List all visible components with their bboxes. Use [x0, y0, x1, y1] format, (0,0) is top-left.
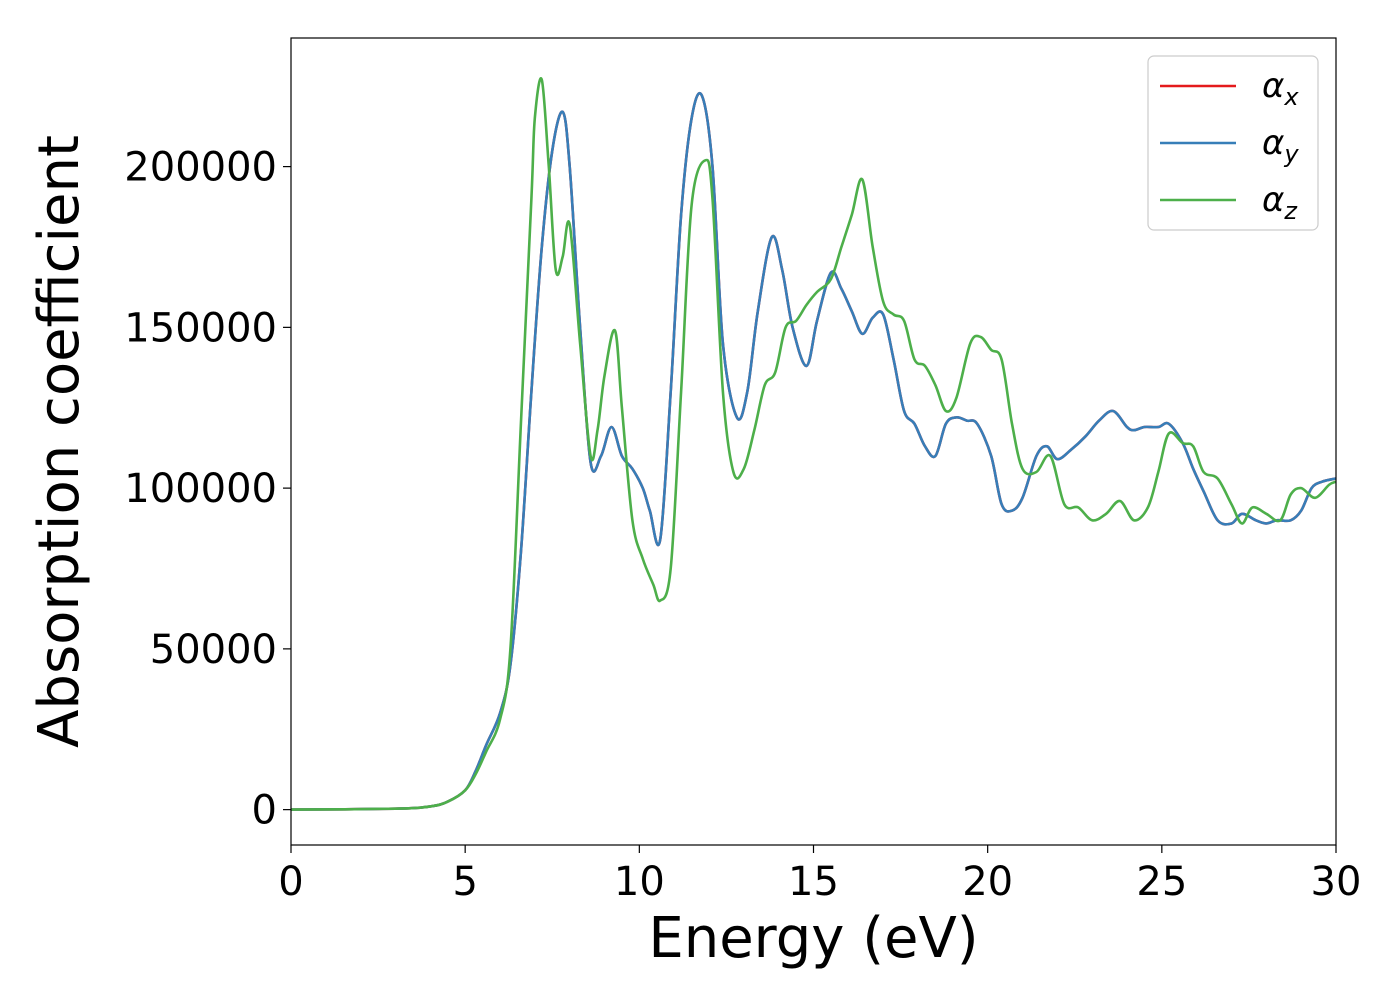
legend-entry-alpha-y: αy: [1160, 123, 1299, 168]
y-tick-label: 0: [252, 788, 277, 834]
series-line-alpha-y: [291, 91, 1336, 811]
y-tick-label: 100000: [124, 466, 277, 512]
y-tick-label: 50000: [150, 627, 277, 673]
x-tick-label: 20: [962, 859, 1013, 905]
x-tick-label: 10: [614, 859, 665, 905]
x-tick-label: 15: [788, 859, 839, 905]
y-tick-label: 150000: [124, 305, 277, 351]
y-tick-label: 200000: [124, 145, 277, 191]
legend-entry-alpha-z: αz: [1160, 180, 1298, 225]
x-tick-label: 25: [1136, 859, 1187, 905]
x-tick-label: 5: [452, 859, 477, 905]
legend: αx αy αz: [1147, 55, 1319, 231]
legend-label: αz: [1262, 180, 1298, 225]
y-axis: 0 50000 100000 150000 200000: [124, 145, 291, 834]
legend-label: αx: [1262, 66, 1299, 111]
legend-label: αy: [1262, 123, 1299, 168]
series-line-alpha-z: [291, 77, 1336, 811]
x-tick-label: 30: [1311, 859, 1362, 905]
legend-entry-alpha-x: αx: [1160, 66, 1299, 111]
plot-lines: [291, 77, 1336, 811]
x-tick-label: 0: [278, 859, 303, 905]
y-axis-label: Absorption coefficient: [27, 135, 92, 748]
x-axis: 0 5 10 15 20 25 30: [278, 845, 1361, 905]
x-axis-label: Energy (eV): [648, 906, 978, 971]
